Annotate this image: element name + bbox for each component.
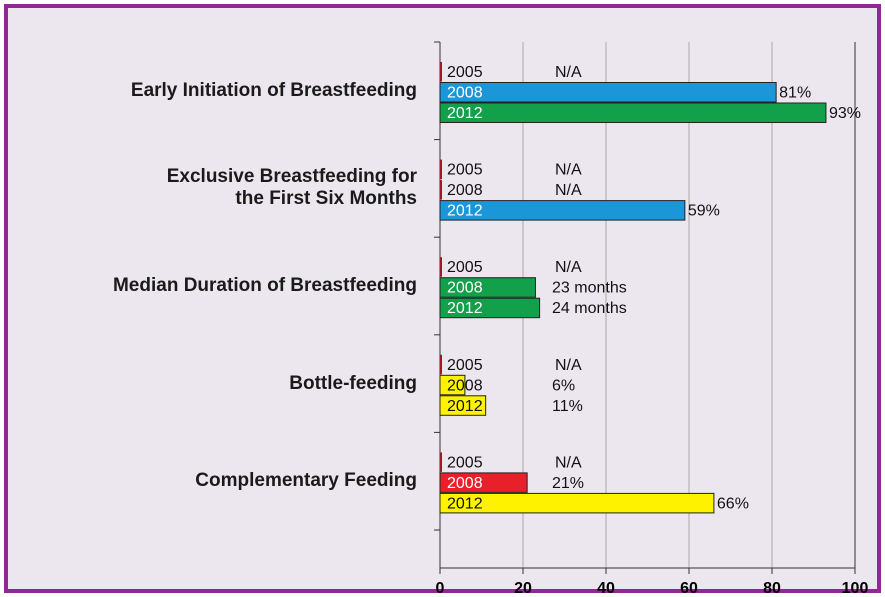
value-label: 59% — [688, 203, 720, 220]
value-label: 11% — [552, 398, 583, 415]
bar — [439, 374, 466, 396]
series-label: 2005 — [447, 64, 483, 81]
series-label: 2012 — [447, 398, 483, 415]
bar — [439, 200, 686, 221]
series-label: 2005 — [447, 454, 483, 471]
bar — [439, 82, 777, 103]
category-label: Early Initiation of Breastfeeding — [130, 79, 417, 101]
category-label: Complementary Feeding — [195, 470, 417, 492]
series-label: 2008 — [447, 475, 483, 492]
bar — [439, 472, 528, 493]
x-tick-label: 40 — [597, 580, 615, 597]
value-label: N/A — [555, 454, 582, 471]
series-label: 2008 — [447, 84, 483, 101]
series-label: 2008 — [447, 182, 483, 199]
bar — [439, 492, 715, 514]
value-label: N/A — [555, 182, 582, 199]
value-label: N/A — [555, 162, 582, 179]
value-label: N/A — [555, 64, 582, 81]
category-label: Exclusive Breastfeeding for the First Si… — [166, 166, 417, 210]
bar — [440, 159, 442, 180]
value-label: 66% — [717, 495, 749, 512]
value-label: 24 months — [552, 300, 627, 317]
series-label: 2005 — [447, 259, 483, 276]
bar — [440, 452, 442, 472]
value-label: 81% — [779, 84, 811, 101]
value-label: 93% — [829, 105, 861, 122]
x-tick-label: 60 — [680, 580, 698, 597]
series-label: 2012 — [447, 105, 483, 122]
series-label: 2008 — [447, 377, 483, 394]
value-label: N/A — [555, 357, 582, 374]
bar — [439, 102, 827, 123]
value-label: 6% — [552, 377, 575, 394]
value-label: N/A — [555, 259, 582, 276]
x-tick-label: 20 — [514, 580, 532, 597]
bar — [439, 277, 536, 298]
series-label: 2005 — [447, 357, 483, 374]
category-label: Median Duration of Breastfeeding — [112, 275, 417, 296]
bar — [439, 395, 487, 416]
bar — [439, 297, 541, 319]
x-tick-label: 100 — [842, 580, 869, 597]
category-label: Bottle-feeding — [289, 372, 417, 394]
bar — [440, 62, 442, 82]
value-label: 21% — [552, 475, 584, 492]
x-tick-label: 0 — [436, 580, 445, 597]
bar — [440, 354, 442, 375]
series-label: 2008 — [447, 280, 483, 297]
series-label: 2005 — [447, 162, 483, 179]
series-label: 2012 — [447, 203, 483, 220]
value-label: 23 months — [552, 280, 627, 297]
series-label: 2012 — [447, 300, 483, 317]
x-tick-label: 80 — [763, 580, 781, 597]
bar — [440, 180, 442, 200]
bar — [440, 257, 442, 277]
series-label: 2012 — [447, 495, 483, 512]
